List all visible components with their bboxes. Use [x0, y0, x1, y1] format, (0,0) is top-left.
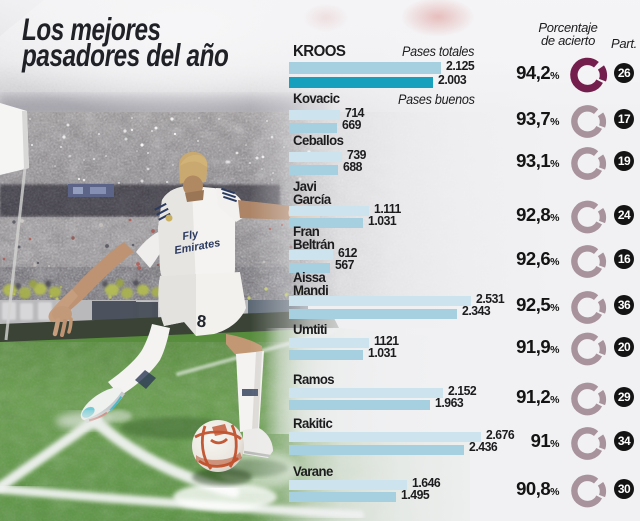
svg-text:8: 8: [196, 312, 207, 332]
svg-text:Fly: Fly: [181, 228, 200, 243]
